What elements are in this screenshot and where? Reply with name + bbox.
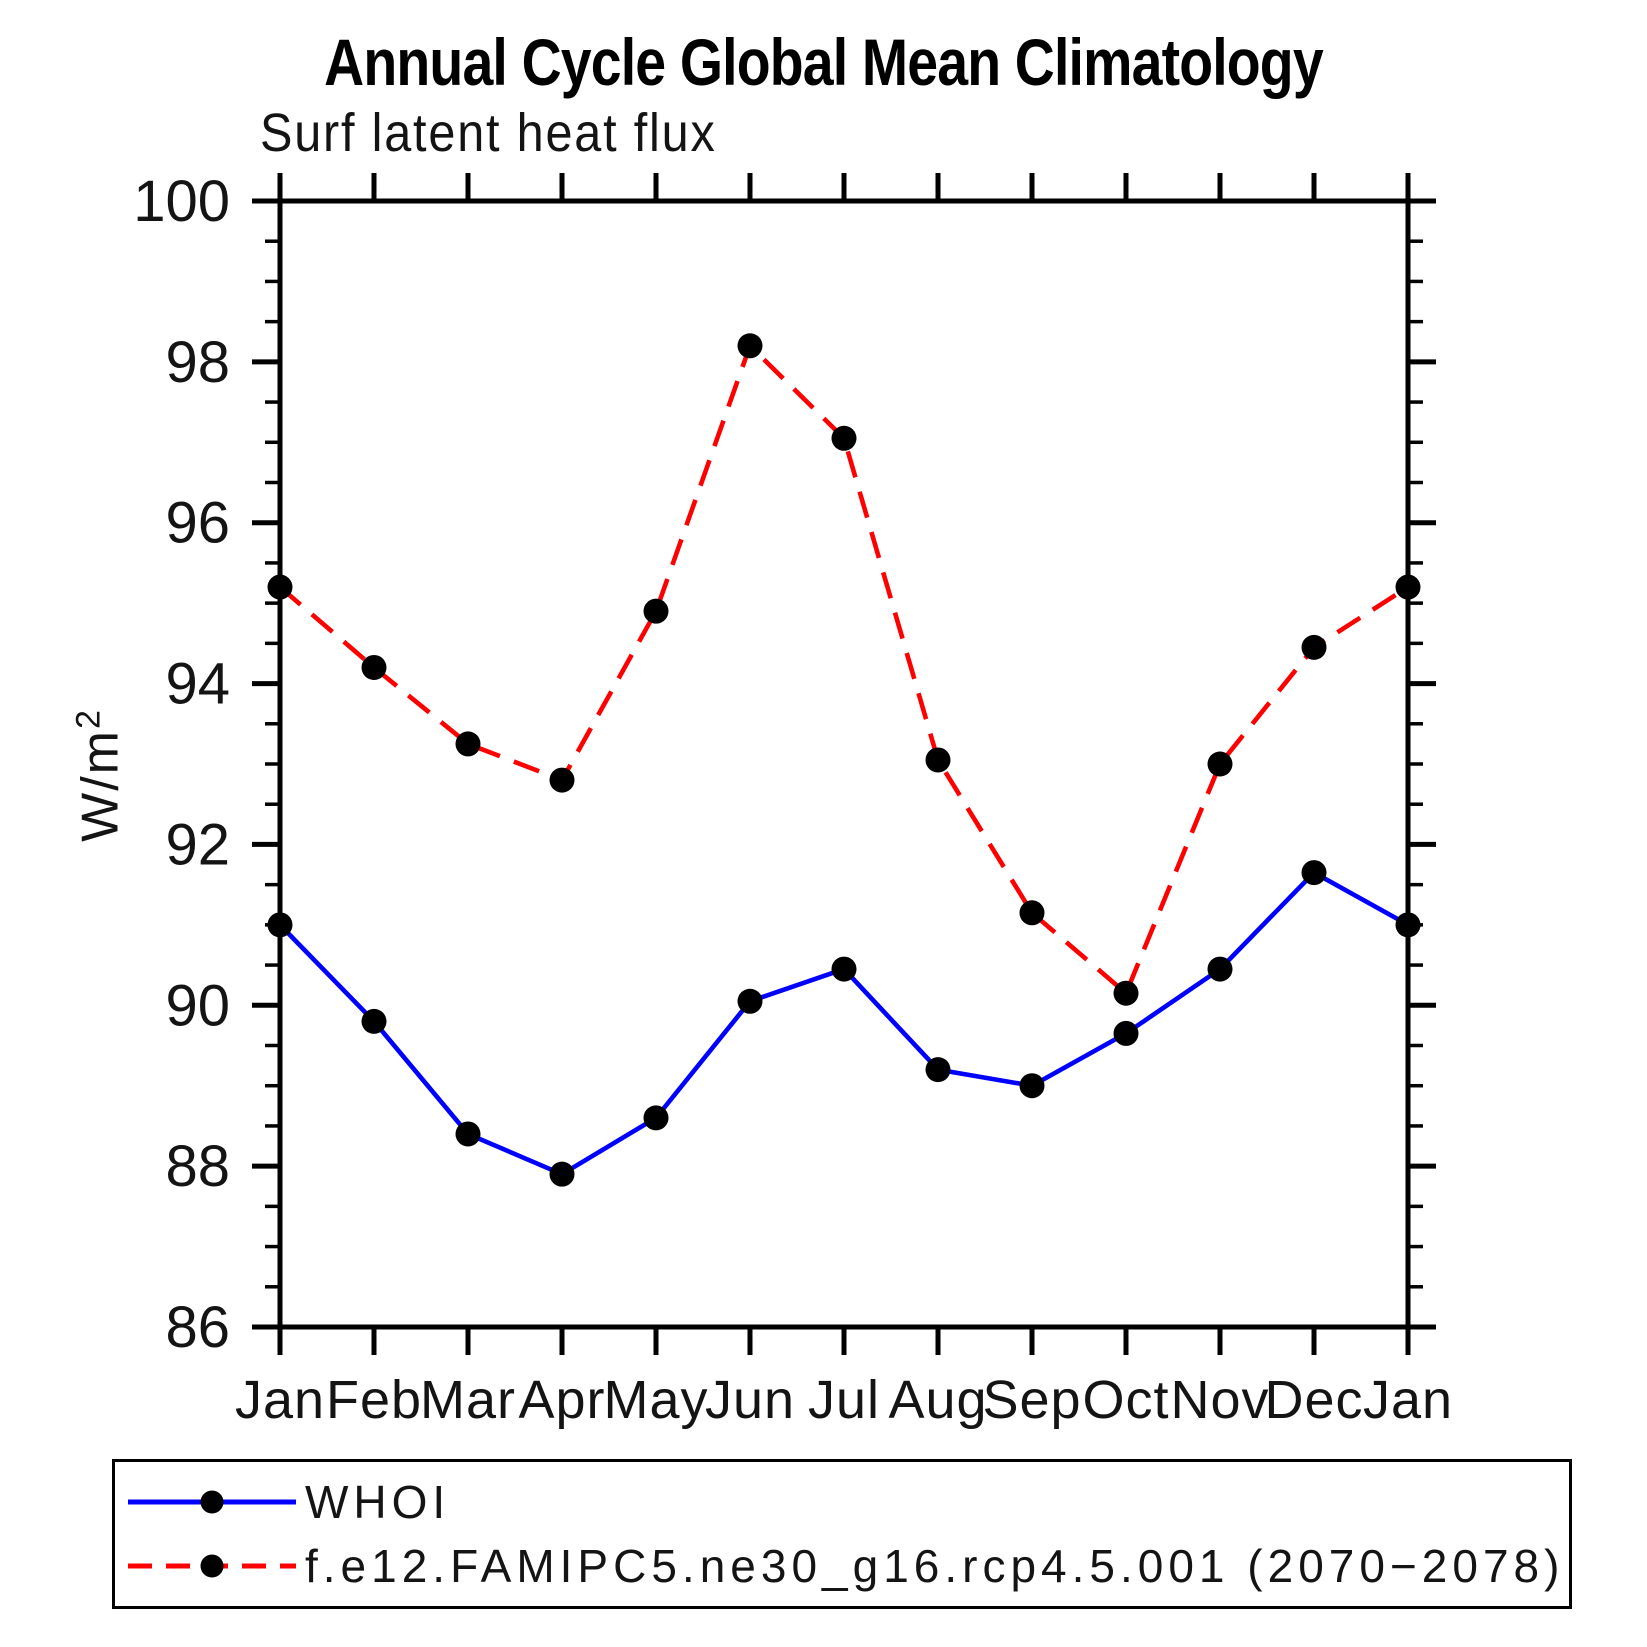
data-point-marker <box>1395 912 1421 938</box>
y-tick-label: 94 <box>165 652 230 717</box>
y-tick-label: 90 <box>165 973 230 1038</box>
data-point-marker <box>1113 980 1139 1006</box>
data-point-marker <box>1301 634 1327 660</box>
y-tick-label: 86 <box>165 1295 230 1360</box>
legend-sample-marker-icon <box>200 1554 224 1578</box>
x-tick-label: Sep <box>982 1370 1081 1430</box>
legend-line-sample-solid <box>128 1490 296 1514</box>
data-point-marker <box>455 731 481 757</box>
data-point-marker <box>737 988 763 1014</box>
series-line-whoi <box>278 869 1410 1177</box>
x-tick-label: Mar <box>420 1370 516 1430</box>
data-point-marker <box>737 333 763 359</box>
x-tick-label: Aug <box>888 1370 987 1430</box>
data-point-marker <box>549 1161 575 1187</box>
x-tick-label: Jan <box>1363 1370 1453 1430</box>
x-tick-label: May <box>603 1370 708 1430</box>
legend-item-whoi: WHOI <box>123 1476 1569 1528</box>
chart-subtitle: Surf latent heat flux <box>260 103 717 163</box>
data-point-marker <box>267 574 293 600</box>
data-point-marker <box>925 747 951 773</box>
data-point-marker <box>1207 956 1233 982</box>
data-point-marker <box>925 1057 951 1083</box>
legend-line-sample-dashed <box>128 1554 296 1578</box>
data-point-marker <box>643 598 669 624</box>
x-tick-label: Apr <box>518 1370 605 1430</box>
x-tick-label: Dec <box>1264 1370 1363 1430</box>
data-point-marker <box>549 767 575 793</box>
y-tick-label: 100 <box>133 169 230 234</box>
data-point-marker <box>831 956 857 982</box>
legend-sample-marker-icon <box>200 1490 224 1514</box>
legend-label-model: f.e12.FAMIPC5.ne30_g16.rcp4.5.001 (2070−… <box>305 1539 1565 1592</box>
data-point-marker <box>1019 1073 1045 1099</box>
x-tick-label: Jun <box>705 1370 795 1430</box>
data-point-marker <box>831 425 857 451</box>
legend-item-model: f.e12.FAMIPC5.ne30_g16.rcp4.5.001 (2070−… <box>123 1540 1569 1592</box>
plot-frame <box>277 198 1411 1330</box>
x-tick-label: Nov <box>1170 1370 1269 1430</box>
data-point-marker <box>1113 1020 1139 1046</box>
data-point-marker <box>1207 751 1233 777</box>
data-point-marker <box>361 654 387 680</box>
y-tick-label: 98 <box>165 330 230 395</box>
chart-title: Annual Cycle Global Mean Climatology <box>324 25 1323 99</box>
data-point-marker <box>1019 900 1045 926</box>
data-point-marker <box>1301 860 1327 886</box>
y-tick-label: 92 <box>165 812 230 877</box>
data-point-marker <box>361 1008 387 1034</box>
x-tick-label: Jul <box>808 1370 880 1430</box>
legend: WHOI f.e12.FAMIPC5.ne30_g16.rcp4.5.001 (… <box>112 1459 1572 1609</box>
y-tick-label: 96 <box>165 491 230 556</box>
data-point-marker <box>643 1105 669 1131</box>
y-tick-label: 88 <box>165 1134 230 1199</box>
legend-label-whoi: WHOI <box>305 1476 451 1529</box>
x-tick-label: Jan <box>235 1370 325 1430</box>
data-point-marker <box>267 912 293 938</box>
data-point-marker <box>455 1121 481 1147</box>
x-tick-label: Oct <box>1082 1370 1169 1430</box>
x-tick-label: Feb <box>326 1370 422 1430</box>
data-point-marker <box>1395 574 1421 600</box>
